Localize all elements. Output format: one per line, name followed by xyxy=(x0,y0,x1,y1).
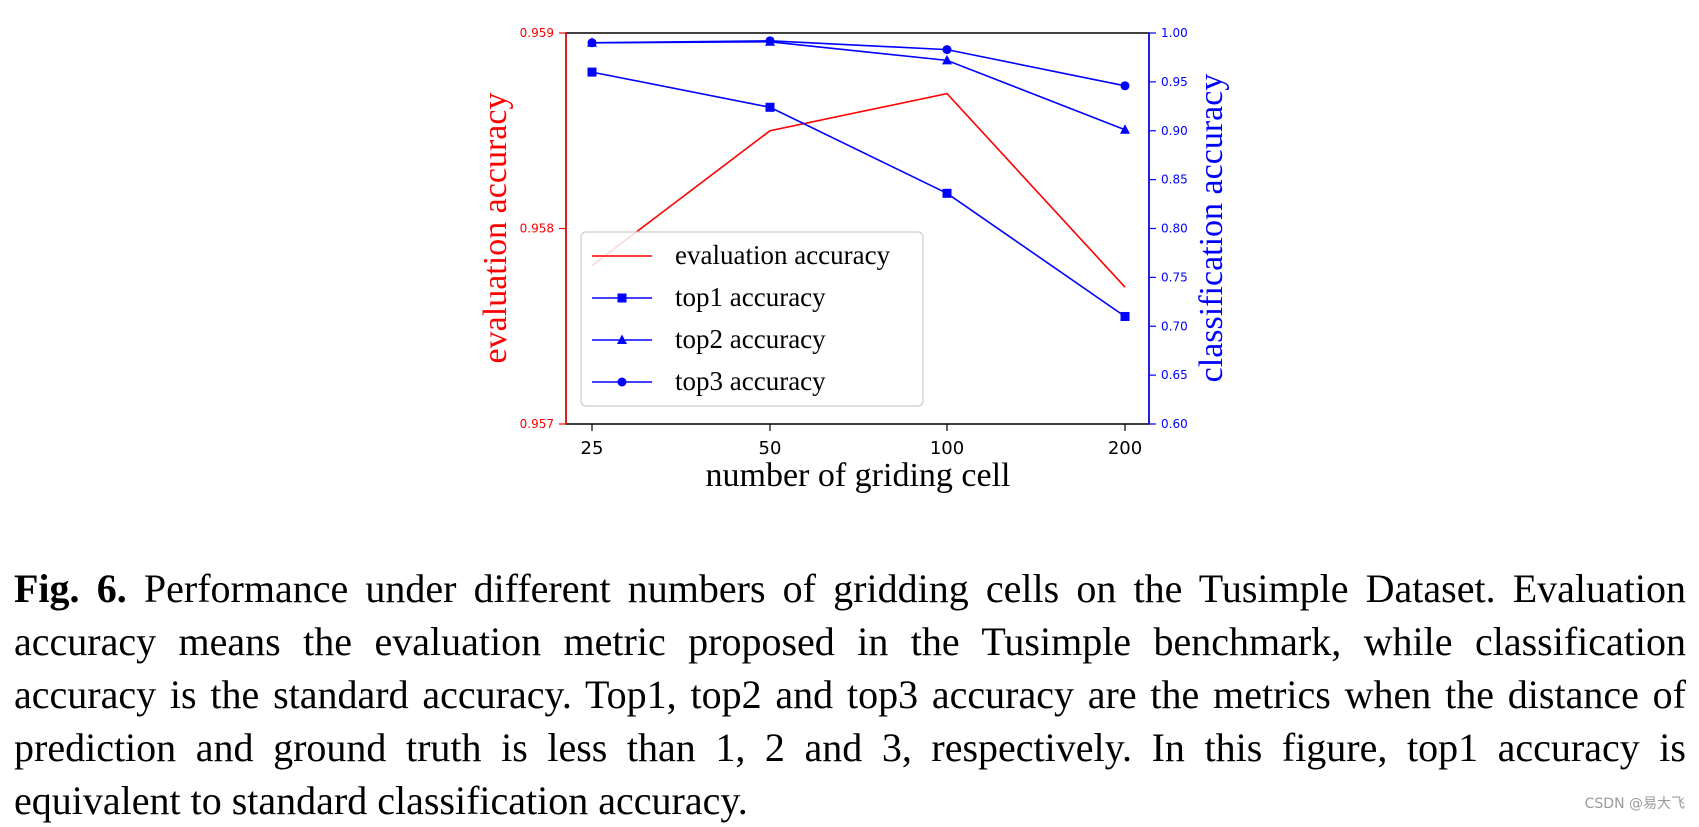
legend-marker xyxy=(617,334,627,344)
legend-box xyxy=(580,231,924,407)
series-line-top3-accuracy xyxy=(591,40,1126,87)
right-y-tick-label: 0.85 xyxy=(1161,173,1188,187)
data-point-top2-accuracy xyxy=(942,54,952,65)
data-point-top1-accuracy xyxy=(587,67,597,77)
series-line-top2-accuracy xyxy=(591,40,1126,131)
x-tick-label: 100 xyxy=(930,438,964,459)
x-tick-label: 50 xyxy=(759,438,782,459)
data-point-top1-accuracy xyxy=(1120,311,1130,321)
right-y-tick-label: 0.95 xyxy=(1161,75,1188,89)
series-line-top1-accuracy xyxy=(591,71,1126,318)
legend-label: top2 accuracy xyxy=(675,324,826,354)
right-y-axis-ticks: 0.60 0.65 0.70 0.75 0.80 0.85 0.90 0.95 1.00 xyxy=(1149,26,1188,431)
legend: evaluation accuracy top1 accuracy top2 acc… xyxy=(580,231,924,407)
figure-caption: Fig. 6. Performance under different numb… xyxy=(14,562,1686,827)
watermark: CSDN @易大飞 xyxy=(1584,796,1685,812)
legend-label: top1 accuracy xyxy=(675,282,826,312)
right-y-tick-label: 0.75 xyxy=(1161,270,1188,284)
legend-label: evaluation accuracy xyxy=(675,240,891,270)
data-point-top2-accuracy xyxy=(1120,124,1130,134)
right-y-tick-label: 0.70 xyxy=(1161,319,1188,333)
data-point-top3-accuracy xyxy=(1120,81,1130,91)
data-point-top1-accuracy xyxy=(765,102,775,112)
x-axis-ticks: 25 50 100 200 xyxy=(581,424,1142,459)
left-y-axis-label: evaluation accuracy xyxy=(477,93,514,364)
right-y-tick-label: 1.00 xyxy=(1161,26,1188,40)
left-y-tick-label: 0.957 xyxy=(520,417,554,431)
right-y-axis-label: classification accuracy xyxy=(1193,74,1230,383)
right-y-tick-label: 0.60 xyxy=(1161,417,1188,431)
series-line-evaluation-accuracy xyxy=(591,92,1126,288)
legend-marker xyxy=(617,293,627,303)
data-point-top3-accuracy xyxy=(942,45,952,55)
right-y-tick-label: 0.80 xyxy=(1161,222,1188,236)
series-markers xyxy=(587,36,1130,321)
left-y-axis-ticks: 0.957 0.958 0.959 xyxy=(520,26,566,431)
figure-label: Fig. 6. xyxy=(14,566,127,611)
x-tick-label: 25 xyxy=(581,438,604,459)
x-tick-label: 200 xyxy=(1108,438,1142,459)
left-y-tick-label: 0.958 xyxy=(520,222,554,236)
series-lines xyxy=(591,40,1126,318)
right-y-tick-label: 0.65 xyxy=(1161,368,1188,382)
legend-label: top3 accuracy xyxy=(675,366,826,396)
caption-text: Performance under different numbers of g… xyxy=(14,566,1687,823)
legend-marker xyxy=(617,377,627,387)
left-y-tick-label: 0.959 xyxy=(520,26,554,40)
right-y-tick-label: 0.90 xyxy=(1161,124,1188,138)
data-point-top1-accuracy xyxy=(942,188,952,198)
data-point-top3-accuracy xyxy=(587,38,597,48)
x-axis-label: number of griding cell xyxy=(706,457,1011,494)
data-point-top3-accuracy xyxy=(765,36,775,46)
